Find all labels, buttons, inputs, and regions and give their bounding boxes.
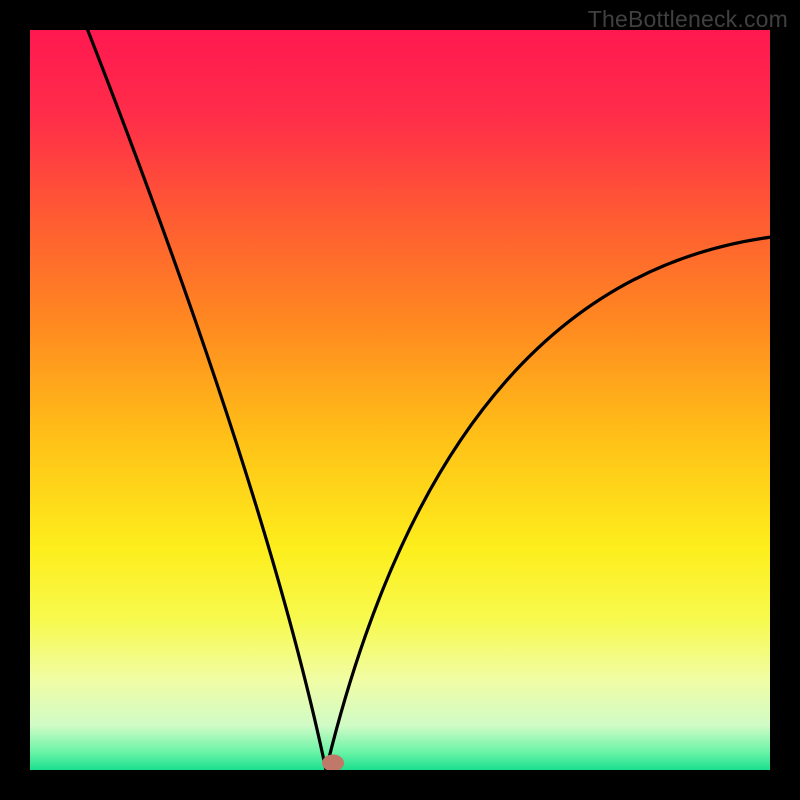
plot-frame (0, 0, 800, 800)
minimum-marker (322, 754, 344, 770)
chart-stage: TheBottleneck.com (0, 0, 800, 800)
watermark-text: TheBottleneck.com (588, 6, 788, 33)
plot-area (30, 30, 770, 770)
bottleneck-curve (30, 30, 770, 770)
